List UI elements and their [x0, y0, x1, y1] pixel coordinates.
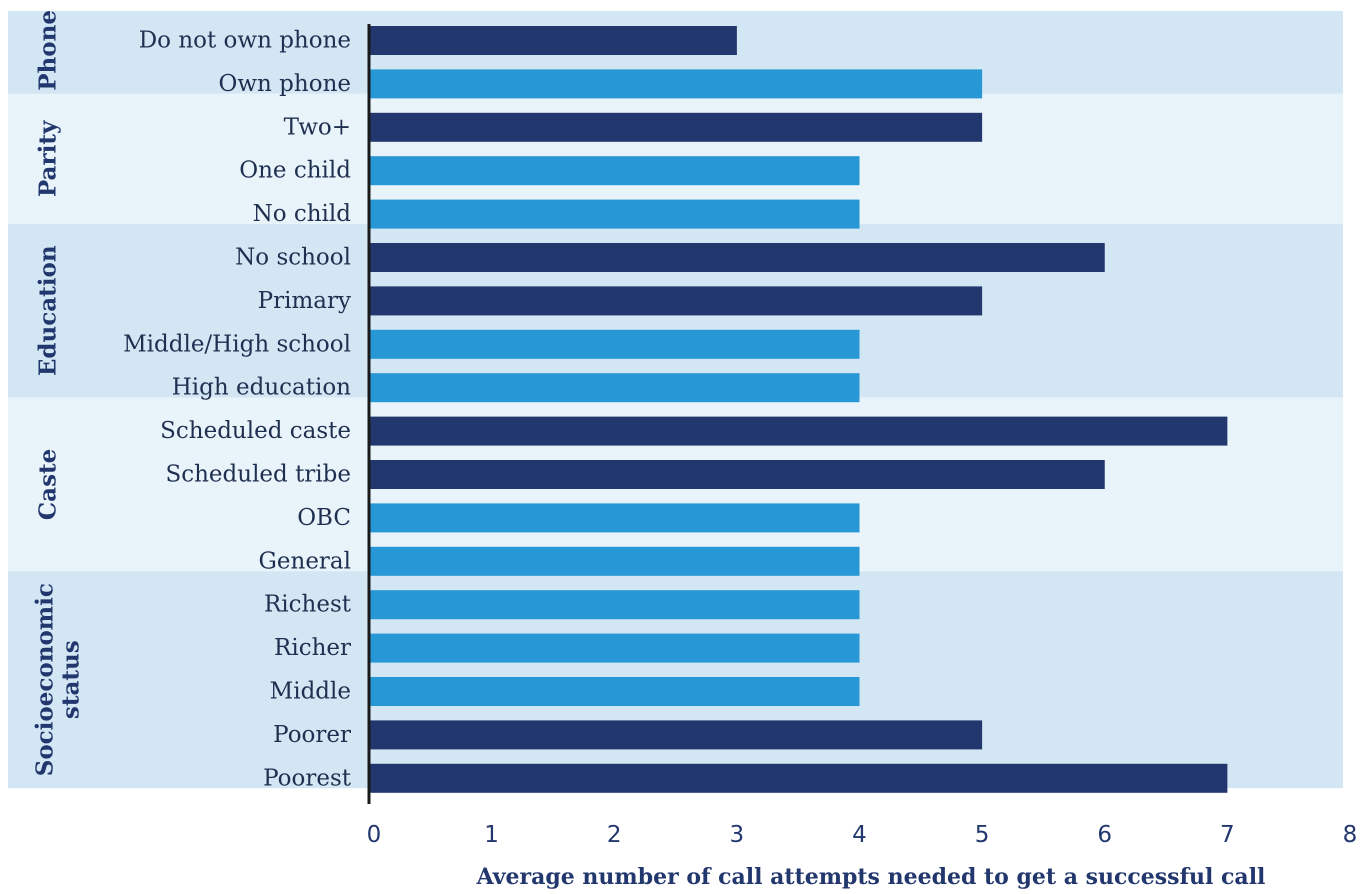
x-tick-label: 0: [367, 822, 382, 848]
bar-middle: [369, 677, 860, 706]
x-tick-label: 8: [1343, 822, 1358, 848]
category-label: One child: [239, 158, 351, 184]
bar-one-child: [369, 156, 860, 186]
group-labels: Phone Parity Education Caste Socioeconomic st…: [32, 10, 85, 776]
category-label: Richer: [274, 635, 351, 661]
category-label: No child: [253, 201, 352, 227]
x-tick-label: 1: [484, 822, 499, 848]
group-label-education: Education: [35, 245, 62, 376]
bar-poorest: [369, 763, 1228, 793]
category-label: Two+: [284, 114, 351, 140]
bar-middle-high-school: [369, 329, 860, 359]
category-label: General: [259, 548, 351, 574]
group-label-caste: Caste: [35, 449, 62, 520]
bar-own-phone: [369, 69, 983, 99]
x-tick-label: 7: [1220, 822, 1235, 848]
x-tick-labels: 0 1 2 3 4 5 6 7 8: [367, 822, 1358, 848]
category-label: OBC: [297, 505, 351, 531]
bar-richest: [369, 590, 860, 620]
bar-primary: [369, 286, 983, 316]
category-label: Scheduled tribe: [165, 462, 351, 488]
group-label-socioeconomic: Socioeconomic: [32, 583, 59, 776]
bars: [369, 26, 1228, 793]
bar-obc: [369, 503, 860, 533]
x-axis-title: Average number of call attempts needed t…: [476, 864, 1266, 890]
bar-scheduled-tribe: [369, 460, 1105, 489]
category-labels: Do not own phone Own phone Two+ One child No…: [123, 28, 352, 792]
bar-no-school: [369, 243, 1105, 272]
category-label: Poorest: [263, 765, 352, 791]
category-label: High education: [172, 375, 351, 401]
bar-richer: [369, 633, 860, 663]
category-label: Middle/High school: [123, 331, 351, 357]
group-label-phone: Phone: [35, 10, 62, 91]
bar-two-: [369, 112, 983, 142]
bar-high-education: [369, 373, 860, 403]
category-label: No school: [235, 245, 351, 271]
bar-poorer: [369, 720, 983, 750]
x-tick-label: 4: [852, 822, 867, 848]
bar-general: [369, 546, 860, 576]
category-label: Poorer: [273, 722, 351, 748]
bar-scheduled-caste: [369, 416, 1228, 446]
group-label-parity: Parity: [35, 120, 62, 197]
category-label: Own phone: [219, 71, 351, 97]
x-tick-label: 3: [730, 822, 745, 848]
group-label-status: status: [58, 640, 85, 719]
category-label: Primary: [258, 288, 351, 314]
x-tick-label: 6: [1097, 822, 1112, 848]
bar-do-not-own-phone: [369, 26, 737, 55]
x-tick-label: 2: [607, 822, 622, 848]
category-label: Middle: [270, 679, 351, 705]
x-tick-label: 5: [975, 822, 990, 848]
category-label: Scheduled caste: [160, 418, 351, 444]
bar-no-child: [369, 199, 860, 229]
category-label: Richest: [264, 592, 352, 618]
category-label: Do not own phone: [139, 28, 351, 54]
